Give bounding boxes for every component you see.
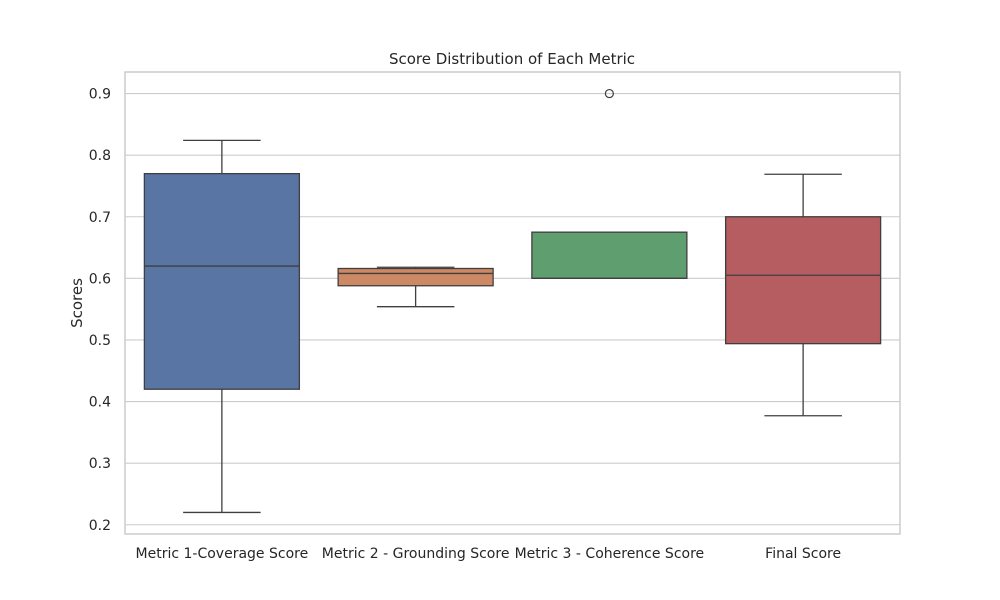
plot-frame [124, 71, 901, 535]
x-tick-label: Metric 2 - Grounding Score [322, 546, 510, 562]
y-tick-label: 0.6 [89, 271, 111, 287]
y-axis-label: Scores [68, 278, 86, 328]
x-tick-label: Metric 3 - Coherence Score [515, 546, 705, 562]
chart-title: Score Distribution of Each Metric [389, 50, 635, 68]
y-tick-label: 0.5 [89, 333, 111, 349]
y-tick-labels: 0.2 0.3 0.4 0.5 0.6 0.7 0.8 0.9 [89, 87, 111, 534]
y-tick-label: 0.7 [89, 210, 111, 226]
y-tick-label: 0.4 [89, 395, 111, 411]
box-group [337, 266, 494, 308]
iqr-box [143, 172, 301, 390]
y-tick-label: 0.2 [89, 518, 111, 534]
y-tick-label: 0.8 [89, 148, 111, 164]
boxes [143, 88, 882, 514]
y-tick-label: 0.3 [89, 456, 111, 472]
x-tick-label: Final Score [765, 546, 841, 562]
x-tick-labels: Metric 1-Coverage Score Metric 2 - Ground… [136, 546, 842, 562]
y-tick-label: 0.9 [89, 87, 111, 103]
box-group [143, 139, 301, 514]
iqr-box [337, 267, 494, 287]
box-group [724, 173, 882, 417]
x-tick-label: Metric 1-Coverage Score [136, 546, 309, 562]
box-group [531, 88, 688, 280]
iqr-box [531, 231, 688, 280]
outlier-point [604, 88, 614, 99]
iqr-box [724, 216, 882, 345]
